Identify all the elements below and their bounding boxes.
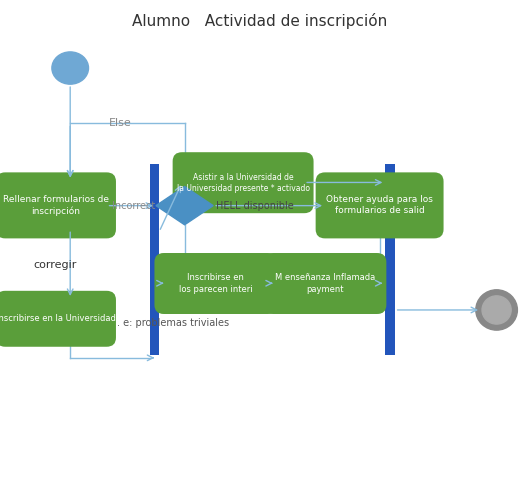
FancyBboxPatch shape — [316, 172, 444, 238]
Text: Incorrect: Incorrect — [112, 201, 155, 211]
Ellipse shape — [52, 52, 88, 84]
Polygon shape — [156, 186, 213, 225]
Bar — [150, 164, 159, 355]
Text: corregir: corregir — [34, 260, 77, 270]
FancyBboxPatch shape — [0, 172, 116, 238]
Text: Inscribirse en la Universidad: Inscribirse en la Universidad — [0, 314, 116, 323]
Text: Asistir a la Universidad de
la Universidad presente * activado: Asistir a la Universidad de la Universid… — [177, 173, 309, 193]
Bar — [385, 164, 395, 355]
FancyBboxPatch shape — [154, 253, 277, 314]
FancyBboxPatch shape — [0, 291, 116, 347]
Text: Inscribirse en
los parecen interi: Inscribirse en los parecen interi — [179, 274, 253, 293]
Text: M enseñanza Inflamada
payment: M enseñanza Inflamada payment — [275, 274, 375, 293]
FancyBboxPatch shape — [264, 253, 386, 314]
FancyBboxPatch shape — [173, 152, 314, 213]
Text: Else: Else — [109, 118, 132, 129]
Text: HELL disponible: HELL disponible — [216, 201, 294, 211]
Text: Rellenar formularios de
inscripción: Rellenar formularios de inscripción — [3, 195, 109, 216]
Circle shape — [482, 296, 511, 324]
Text: Obtener ayuda para los
formularios de salid: Obtener ayuda para los formularios de sa… — [326, 196, 433, 215]
Text: Alumno   Actividad de inscripción: Alumno Actividad de inscripción — [133, 13, 387, 29]
Text: . e: problemas triviales: . e: problemas triviales — [117, 318, 229, 328]
Circle shape — [476, 290, 517, 330]
